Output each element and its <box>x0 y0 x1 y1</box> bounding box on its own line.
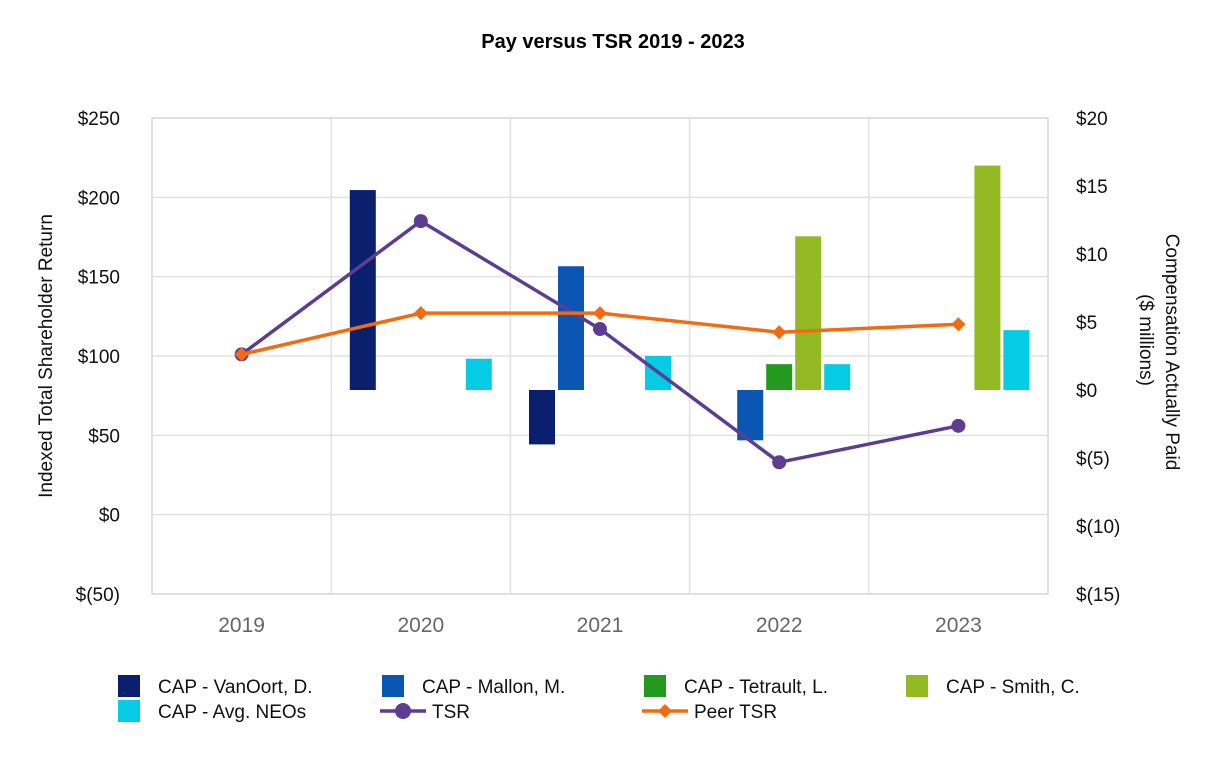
right-tick-label: $0 <box>1076 381 1097 402</box>
bar-cap-mallon-m- <box>558 266 584 390</box>
point-peer-tsr <box>413 306 428 321</box>
bar-cap-mallon-m- <box>737 390 764 441</box>
left-tick-label: $0 <box>99 506 120 527</box>
legend-swatch <box>644 675 666 697</box>
left-tick-label: $50 <box>88 426 120 447</box>
legend-item-cap-smith-c-: CAP - Smith, C. <box>906 675 1080 698</box>
legend-swatch <box>906 675 928 697</box>
legend-label: CAP - VanOort, D. <box>158 677 313 698</box>
legend-item-cap-avg-neos: CAP - Avg. NEOs <box>118 700 306 723</box>
left-tick-label: $(50) <box>76 585 120 606</box>
point-tsr <box>593 322 607 337</box>
plot-frame <box>151 117 1049 595</box>
legend-label: TSR <box>432 702 470 723</box>
legend-label: CAP - Mallon, M. <box>422 677 565 698</box>
bar-cap-avg-neos <box>824 364 851 390</box>
x-tick-label: 2021 <box>577 614 624 637</box>
right-axis-ticks: $20 $15 $10 $5 $0 $(5) $(10) $(15) <box>1076 109 1120 606</box>
point-peer-tsr <box>772 325 787 340</box>
legend-item-peer-tsr: Peer TSR <box>642 702 777 723</box>
x-tick-label: 2023 <box>935 614 982 637</box>
bar-cap-vanoort-d- <box>349 190 376 390</box>
legend: CAP - VanOort, D. CAP - Mallon, M. CAP - T… <box>118 675 1080 723</box>
point-tsr <box>413 214 428 229</box>
left-axis-label: Indexed Total Shareholder Return <box>36 214 57 498</box>
right-tick-label: $10 <box>1076 245 1108 266</box>
bar-cap-smith-c- <box>974 165 1001 390</box>
legend-item-cap-vanoort-d-: CAP - VanOort, D. <box>118 675 313 698</box>
point-peer-tsr <box>951 317 966 332</box>
bar-cap-avg-neos <box>1003 330 1030 390</box>
x-axis-ticks: 2019 2020 2021 2022 2023 <box>218 614 982 637</box>
x-tick-label: 2022 <box>756 614 803 637</box>
right-tick-label: $(10) <box>1076 517 1120 538</box>
right-tick-label: $20 <box>1076 109 1108 130</box>
grid <box>152 117 1048 595</box>
right-axis-label-line2: ($ millions) <box>1135 294 1156 386</box>
point-tsr <box>772 455 787 470</box>
right-tick-label: $15 <box>1076 177 1108 198</box>
right-tick-label: $(5) <box>1076 449 1110 470</box>
right-axis-label-line1: Compensation Actually Paid <box>1161 234 1182 471</box>
legend-swatch <box>382 675 404 697</box>
lines <box>234 214 966 470</box>
bar-cap-smith-c- <box>795 236 822 390</box>
legend-label: CAP - Tetrault, L. <box>684 677 828 698</box>
line-tsr <box>240 219 959 465</box>
legend-item-cap-tetrault-l-: CAP - Tetrault, L. <box>644 675 828 698</box>
right-tick-label: $5 <box>1076 313 1097 334</box>
right-tick-label: $(15) <box>1076 585 1120 606</box>
legend-label: CAP - Smith, C. <box>946 677 1080 698</box>
left-tick-label: $150 <box>78 268 120 289</box>
chart-title: Pay versus TSR 2019 - 2023 <box>481 31 745 53</box>
left-tick-label: $200 <box>78 188 120 209</box>
bar-cap-tetrault-l- <box>766 364 793 390</box>
x-tick-label: 2020 <box>397 614 444 637</box>
left-axis-ticks: $250 $200 $150 $100 $50 $0 $(50) <box>76 109 120 606</box>
legend-marker <box>395 703 411 719</box>
bar-cap-vanoort-d- <box>529 390 555 445</box>
legend-item-cap-mallon-m-: CAP - Mallon, M. <box>382 675 565 698</box>
left-tick-label: $100 <box>78 347 120 368</box>
x-tick-label: 2019 <box>218 614 265 637</box>
point-peer-tsr <box>234 347 249 362</box>
legend-label: Peer TSR <box>694 702 777 723</box>
legend-item-tsr: TSR <box>380 702 470 723</box>
point-tsr <box>951 418 966 433</box>
point-peer-tsr <box>593 306 607 321</box>
legend-label: CAP - Avg. NEOs <box>158 702 306 723</box>
bar-cap-avg-neos <box>465 358 492 390</box>
legend-swatch <box>118 675 140 697</box>
legend-swatch <box>118 700 140 722</box>
legend-marker <box>658 704 672 718</box>
left-tick-label: $250 <box>78 109 120 130</box>
